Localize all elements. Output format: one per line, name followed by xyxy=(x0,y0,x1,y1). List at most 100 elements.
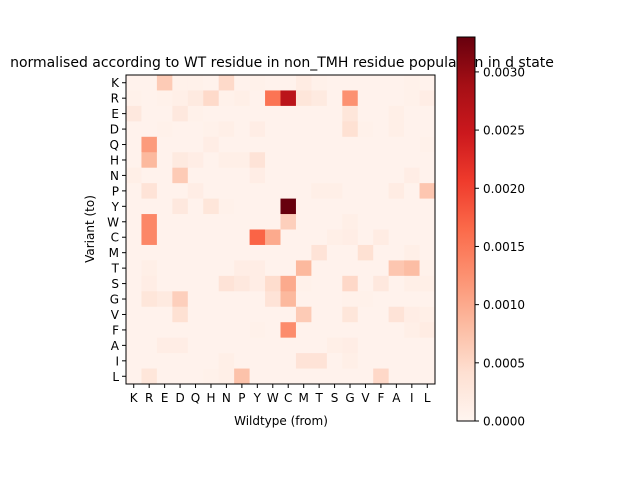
x-tick-label: T xyxy=(314,391,323,405)
x-tick-label: I xyxy=(410,391,414,405)
x-tick-label: M xyxy=(298,391,308,405)
heatmap-cell xyxy=(373,337,390,354)
x-tick-label: V xyxy=(361,391,370,405)
heatmap-cell xyxy=(172,152,189,169)
heatmap-cell xyxy=(203,167,220,184)
heatmap-cell xyxy=(265,214,281,230)
heatmap-cell xyxy=(265,136,281,153)
heatmap-cell xyxy=(249,198,266,215)
heatmap-cell xyxy=(326,152,343,169)
heatmap-cell xyxy=(280,337,297,354)
heatmap-cell xyxy=(203,322,220,339)
heatmap-cell xyxy=(265,260,281,277)
heatmap-cell xyxy=(156,275,173,292)
heatmap-cell xyxy=(342,214,359,230)
heatmap-cell xyxy=(126,214,142,230)
heatmap-cell xyxy=(141,183,158,199)
heatmap-cell xyxy=(234,275,250,292)
heatmap-cell xyxy=(172,306,189,323)
y-tick-label: C xyxy=(111,231,119,245)
heatmap-cell xyxy=(373,275,390,292)
x-tick-label: E xyxy=(161,391,169,405)
heatmap-cell xyxy=(126,322,142,339)
heatmap-cell xyxy=(218,214,235,230)
heatmap-cell xyxy=(357,167,374,184)
heatmap-cell xyxy=(187,214,204,230)
heatmap-cell xyxy=(295,183,312,199)
heatmap-cell xyxy=(311,152,328,169)
heatmap-cell xyxy=(404,368,420,385)
heatmap-cell xyxy=(203,337,220,354)
x-tick-label: R xyxy=(145,391,153,405)
heatmap-cell xyxy=(203,105,220,122)
heatmap-cells xyxy=(126,75,436,385)
y-tick-label: R xyxy=(111,92,119,106)
heatmap-cell xyxy=(249,121,266,138)
y-axis-label: Variant (to) xyxy=(83,195,97,263)
heatmap-cell xyxy=(203,198,220,215)
heatmap-cell xyxy=(419,353,436,369)
heatmap-cell xyxy=(126,136,142,153)
plot-frame xyxy=(125,74,436,385)
heatmap-cell xyxy=(187,167,204,184)
heatmap-cell xyxy=(218,183,235,199)
heatmap-cell xyxy=(141,121,158,138)
heatmap-cell xyxy=(265,167,281,184)
heatmap-cell xyxy=(249,368,266,385)
heatmap-cell xyxy=(249,244,266,261)
heatmap-cell xyxy=(156,368,173,385)
heatmap-cell xyxy=(172,368,189,385)
heatmap-cell xyxy=(311,244,328,261)
heatmap-cell xyxy=(326,198,343,215)
heatmap-cell xyxy=(357,291,374,308)
heatmap-cell xyxy=(295,306,312,323)
heatmap-cell xyxy=(141,214,158,230)
heatmap-cell xyxy=(141,167,158,184)
heatmap-cell xyxy=(126,75,142,91)
heatmap-cell xyxy=(172,260,189,277)
heatmap-cell xyxy=(373,244,390,261)
heatmap-cell xyxy=(311,353,328,369)
heatmap-cell xyxy=(187,275,204,292)
heatmap-cell xyxy=(265,183,281,199)
heatmap-cell xyxy=(311,105,328,122)
heatmap-cell xyxy=(280,322,297,339)
heatmap-cell xyxy=(388,152,405,169)
heatmap-cell xyxy=(234,229,250,246)
heatmap-cell xyxy=(187,90,204,107)
heatmap-cell xyxy=(249,75,266,91)
heatmap-cell xyxy=(141,90,158,107)
heatmap-cell xyxy=(388,353,405,369)
heatmap-cell xyxy=(265,353,281,369)
heatmap-cell xyxy=(249,136,266,153)
heatmap-cell xyxy=(172,198,189,215)
heatmap-cell xyxy=(342,244,359,261)
heatmap-cell xyxy=(126,353,142,369)
heatmap-cell xyxy=(357,260,374,277)
heatmap-cell xyxy=(342,152,359,169)
heatmap-cell xyxy=(357,90,374,107)
heatmap-cell xyxy=(326,90,343,107)
heatmap-cell xyxy=(357,275,374,292)
heatmap-cell xyxy=(234,260,250,277)
heatmap-cell xyxy=(156,214,173,230)
heatmap-cell xyxy=(203,152,220,169)
colorbar-axis: 0.0000 0.0005 0.0010 0.0015 0.0020 0.0025 0.00… xyxy=(475,65,525,429)
heatmap-cell xyxy=(388,368,405,385)
colorbar-tick-label: 0.0025 xyxy=(483,124,525,138)
heatmap-cell xyxy=(234,353,250,369)
heatmap-cell xyxy=(187,229,204,246)
heatmap-cell xyxy=(141,260,158,277)
heatmap-cell xyxy=(249,322,266,339)
y-tick-label: D xyxy=(110,123,119,137)
heatmap-cell xyxy=(265,105,281,122)
heatmap-cell xyxy=(172,275,189,292)
colorbar-tick-label: 0.0015 xyxy=(483,240,525,254)
heatmap-cell xyxy=(126,291,142,308)
heatmap-cell xyxy=(295,214,312,230)
heatmap-cell xyxy=(311,198,328,215)
heatmap-cell xyxy=(218,136,235,153)
heatmap-cell xyxy=(404,90,420,107)
heatmap-cell xyxy=(218,368,235,385)
